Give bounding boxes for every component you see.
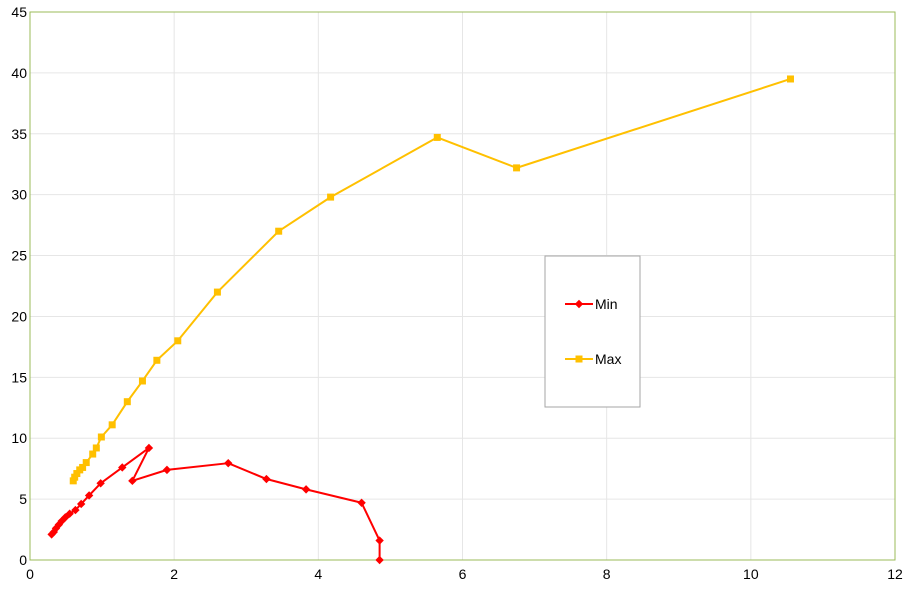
y-tick-label: 40: [11, 65, 27, 81]
x-tick-label: 0: [26, 566, 34, 582]
data-point-max: [73, 470, 81, 478]
data-point-min: [375, 536, 384, 545]
y-tick-label: 30: [11, 187, 27, 203]
y-tick-label: 45: [11, 4, 27, 20]
data-point-min: [118, 463, 127, 472]
x-tick-label: 6: [459, 566, 467, 582]
series-max: [69, 75, 794, 485]
data-point-max: [786, 75, 794, 83]
data-point-min: [375, 555, 384, 565]
data-point-min: [357, 498, 366, 507]
x-axis-tick-labels: 0 2 4 6 8 10 12: [26, 566, 903, 582]
data-point-max: [275, 227, 283, 235]
legend: Min Max: [544, 255, 641, 408]
y-tick-label: 20: [11, 308, 27, 324]
data-point-min: [96, 479, 105, 488]
data-point-max: [123, 398, 131, 406]
series-layer: [47, 75, 794, 565]
data-point-max: [79, 463, 87, 471]
data-point-min: [301, 485, 311, 494]
data-point-min: [144, 443, 154, 453]
y-tick-label: 5: [19, 491, 27, 507]
data-point-max: [327, 193, 335, 201]
data-point-max: [433, 133, 441, 141]
data-point-max: [69, 477, 77, 485]
y-tick-label: 0: [19, 552, 27, 568]
data-point-min: [71, 505, 80, 515]
data-point-max: [174, 337, 182, 345]
gridlines: [30, 12, 895, 560]
data-point-max: [92, 444, 100, 452]
data-point-min: [262, 474, 271, 484]
series-min: [47, 443, 384, 565]
x-tick-label: 8: [603, 566, 611, 582]
legend-marker-min: [574, 299, 584, 309]
x-tick-label: 12: [887, 566, 903, 582]
data-point-min: [65, 509, 74, 518]
data-point-min: [47, 530, 56, 539]
plot-area-border: [29, 11, 896, 561]
data-point-min: [128, 476, 137, 486]
data-point-max: [108, 421, 116, 429]
legend-label-min: Min: [595, 296, 618, 312]
data-point-max: [82, 459, 90, 467]
data-point-min: [49, 527, 58, 537]
data-point-min: [76, 499, 86, 509]
x-tick-label: 2: [170, 566, 178, 582]
y-axis-tick-labels: 0 5 10 15 20 25 30 35 40 45: [11, 4, 27, 568]
y-tick-label: 10: [11, 430, 27, 446]
legend-marker-max: [575, 355, 583, 363]
y-tick-label: 15: [11, 369, 27, 385]
y-tick-label: 25: [11, 248, 27, 264]
legend-box: [544, 255, 641, 408]
data-point-max: [513, 164, 521, 172]
data-point-min: [84, 491, 94, 500]
legend-label-max: Max: [595, 351, 621, 367]
data-point-min: [61, 513, 70, 522]
data-point-max: [153, 356, 161, 364]
data-point-max: [89, 450, 97, 458]
data-point-min: [224, 458, 233, 468]
x-tick-label: 4: [314, 566, 322, 582]
data-point-max: [71, 473, 79, 481]
data-point-max: [213, 288, 221, 296]
data-point-max: [97, 433, 105, 441]
data-point-max: [138, 377, 146, 385]
x-tick-label: 10: [743, 566, 759, 582]
y-tick-label: 35: [11, 126, 27, 142]
data-point-min: [162, 465, 172, 475]
